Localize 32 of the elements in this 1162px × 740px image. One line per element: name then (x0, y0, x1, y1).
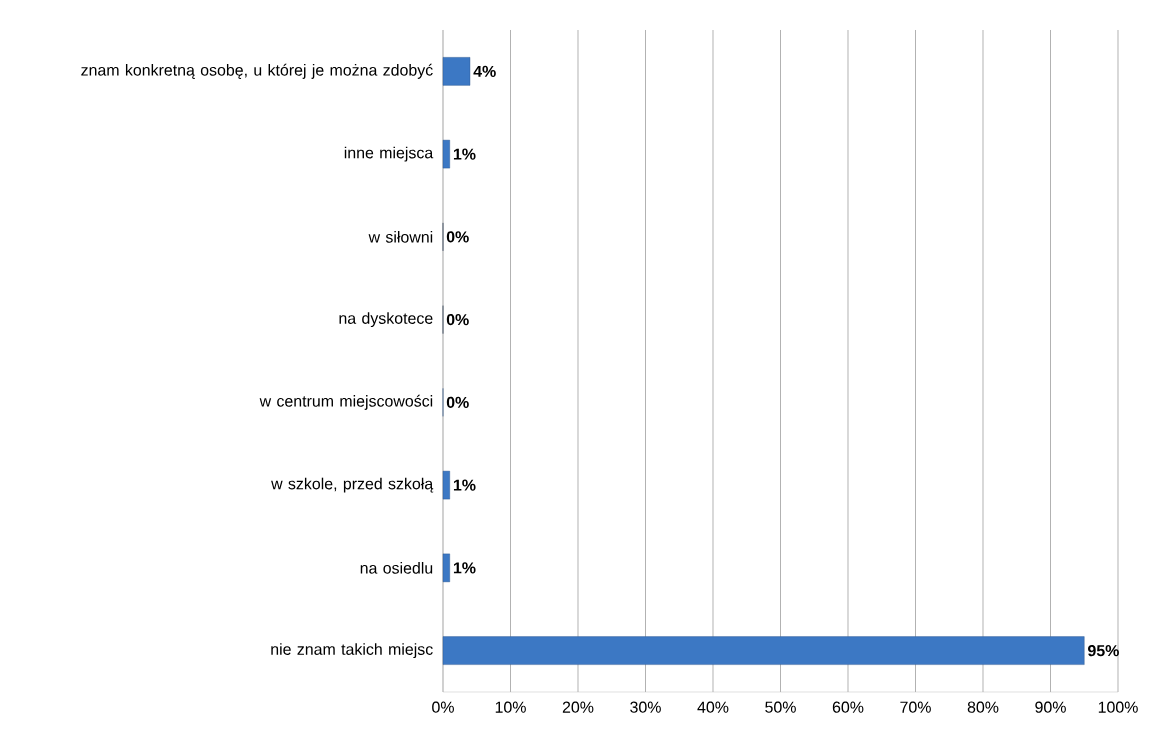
x-tick-label: 70% (900, 701, 931, 713)
y-tick-label: w szkole, przed szkołą (271, 477, 434, 493)
y-tick-label: nie znam takich miejsc (271, 643, 433, 659)
data-label: 0% (446, 231, 469, 243)
bar (442, 139, 450, 169)
y-tick-label: znam konkretną osobę, u której je można zdobyć (81, 63, 433, 79)
data-label: 1% (453, 479, 476, 491)
bar (442, 57, 471, 86)
data-label: 0% (446, 313, 469, 326)
data-label: 4% (473, 65, 496, 77)
x-tick-label: 40% (697, 701, 729, 713)
data-label: 1% (453, 148, 476, 160)
y-tick-label: w centrum miejscowości (259, 394, 433, 410)
x-tick-label: 30% (630, 701, 661, 713)
x-tick-label: 60% (832, 701, 864, 713)
y-tick-label: na dyskotece (339, 312, 433, 328)
x-tick-label: 90% (1035, 701, 1066, 713)
data-label: 1% (453, 562, 476, 574)
bar (442, 470, 450, 500)
x-tick-label: 10% (495, 701, 526, 713)
x-tick-label: 80% (967, 701, 999, 713)
x-tick-label: 20% (562, 701, 594, 713)
y-tick-label: inne miejsca (344, 146, 434, 162)
y-tick-label: w siłowni (368, 231, 433, 243)
x-tick-label: 100% (1098, 701, 1138, 713)
y-tick-label: na osiedlu (360, 562, 433, 574)
data-label: 0% (446, 396, 469, 409)
bar (442, 553, 450, 583)
data-label: 95% (1088, 644, 1119, 657)
bar (442, 636, 1085, 665)
x-tick-label: 0% (432, 701, 454, 713)
x-tick-label: 50% (765, 701, 796, 713)
